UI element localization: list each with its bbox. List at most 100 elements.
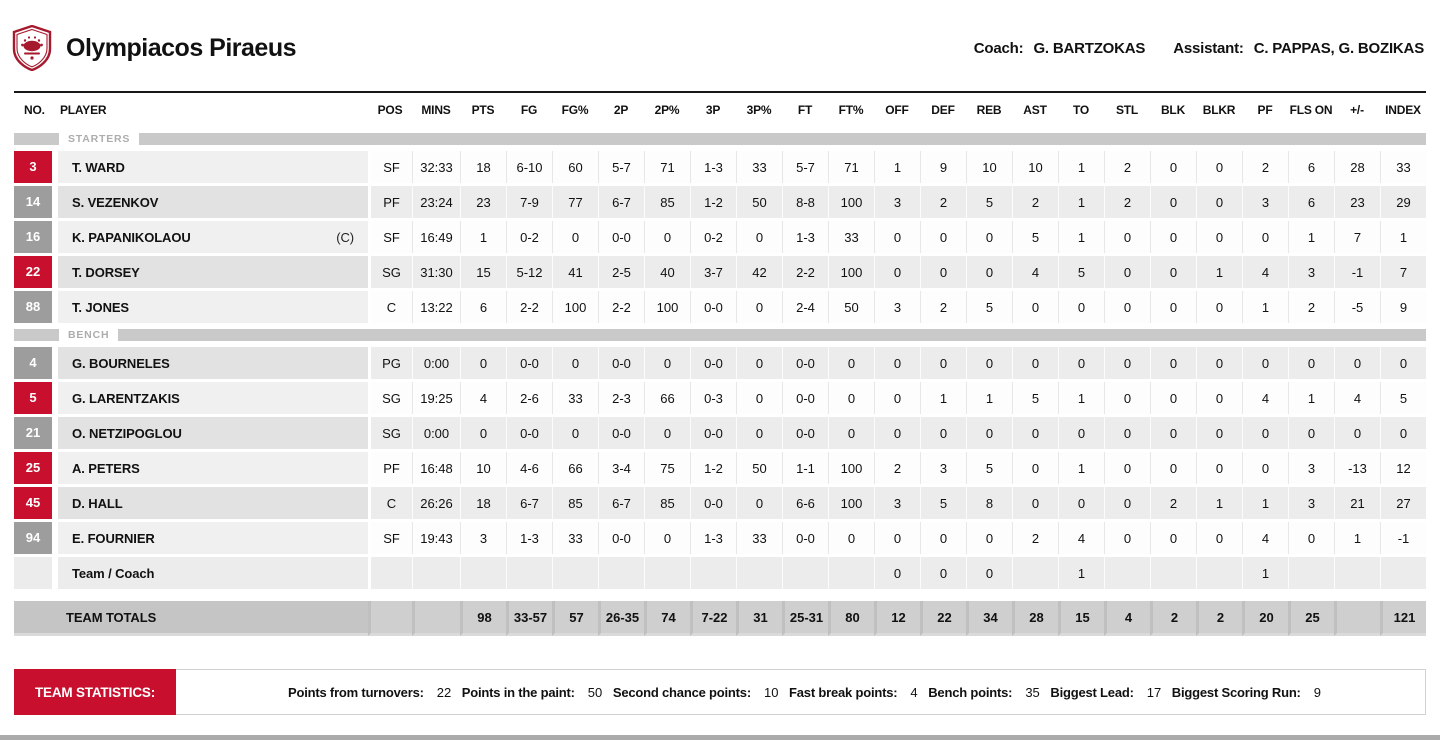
player-row: 5 G. LARENTZAKIS SG 19:25 4 2-6 33 2-3 66 0-3 0 0-0… (14, 382, 1426, 414)
section-row-bench: BENCH (14, 326, 1426, 344)
player-row: 88 T. JONES C 13:22 6 2-2 100 2-2 100 0-0 0 2-4 50 3 2… (14, 291, 1426, 323)
stat-cell: 0 (736, 417, 782, 449)
stat-cell: 0 (1104, 487, 1150, 519)
stat-cell: 4 (1104, 601, 1150, 636)
stat-cell: 10 (966, 151, 1012, 183)
jersey-number-badge: 14 (14, 186, 52, 218)
roster-body: STARTERS 3 T. WARD SF 32:33 18 6-10 60 5-7 71 1-3 3… (14, 130, 1426, 636)
stat-cell: 2 (1196, 601, 1242, 636)
stat-cell: 33 (552, 382, 598, 414)
stat-cell: 0 (966, 347, 1012, 379)
column-header-9: 3P (690, 91, 736, 127)
stat-cell: 0 (828, 382, 874, 414)
stat-cell: 0 (1196, 382, 1242, 414)
stat-cell: 8-8 (782, 186, 828, 218)
stat-cell: 0 (1150, 221, 1196, 253)
stat-cell: 1 (460, 221, 506, 253)
stat-cell: 100 (828, 487, 874, 519)
stat-cell: 100 (828, 452, 874, 484)
stat-cell: 28 (1334, 151, 1380, 183)
column-header-19: BLK (1150, 91, 1196, 127)
stat-cell: 100 (552, 291, 598, 323)
stat-cell: 0 (828, 347, 874, 379)
stat-cell: 77 (552, 186, 598, 218)
player-name: K. PAPANIKOLAOU (72, 229, 191, 245)
stat-cell: 71 (644, 151, 690, 183)
team-stat-value: 35 (1025, 684, 1040, 700)
column-header-15: REB (966, 91, 1012, 127)
stat-cell: 25 (1288, 601, 1334, 636)
stat-cell (690, 557, 736, 589)
stat-cell: 1 (1334, 522, 1380, 554)
section-label: STARTERS (68, 133, 131, 145)
stat-cell: 0:00 (412, 347, 460, 379)
stat-cell: 5 (1058, 256, 1104, 288)
stat-cell: 0-0 (782, 347, 828, 379)
team-stat-item: Points from turnovers: 22 (288, 685, 451, 700)
stat-cell: 0 (874, 347, 920, 379)
stat-cell: 0 (1288, 522, 1334, 554)
stat-cell: 0 (1012, 291, 1058, 323)
assistant-names: C. PAPPAS, G. BOZIKAS (1253, 39, 1424, 57)
stat-cell: -5 (1334, 291, 1380, 323)
stat-cell: 26-35 (598, 601, 644, 636)
team-stat-label: Bench points: (928, 684, 1013, 700)
stat-cell: 33 (828, 221, 874, 253)
stat-cell: 2-3 (598, 382, 644, 414)
stat-cell: 15 (460, 256, 506, 288)
player-row: 22 T. DORSEY SG 31:30 15 5-12 41 2-5 40 3-7 42 2-2 1… (14, 256, 1426, 288)
stat-cell: 1 (1242, 557, 1288, 589)
stat-cell: 0 (920, 256, 966, 288)
stat-cell: 4 (1334, 382, 1380, 414)
stat-cell: 18 (460, 487, 506, 519)
stat-cell: 3 (1288, 487, 1334, 519)
stat-cell: 1 (1196, 487, 1242, 519)
column-header-14: DEF (920, 91, 966, 127)
stat-cell (1380, 557, 1426, 589)
stat-cell: 66 (552, 452, 598, 484)
stat-cell: 6-7 (506, 487, 552, 519)
stat-cell: 1 (1288, 382, 1334, 414)
empty-badge (14, 601, 52, 633)
team-stat-value: 10 (763, 684, 779, 700)
captain-mark: (C) (336, 229, 354, 245)
stat-cell: 0 (1196, 291, 1242, 323)
stat-cell: 23 (1334, 186, 1380, 218)
stat-cell: PG (368, 347, 412, 379)
stat-cell: 19:43 (412, 522, 460, 554)
stat-cell: 3 (1288, 256, 1334, 288)
player-row: 21 O. NETZIPOGLOU SG 0:00 0 0-0 0 0-0 0 0-0 0 0-0 0 0… (14, 417, 1426, 449)
stat-cell: 27 (1380, 487, 1426, 519)
stat-cell: -13 (1334, 452, 1380, 484)
stat-cell: 0 (644, 417, 690, 449)
stat-cell: 2-2 (782, 256, 828, 288)
stat-cell: 1 (1058, 382, 1104, 414)
stat-cell: 0 (1196, 221, 1242, 253)
stat-cell: 0 (736, 347, 782, 379)
team-stat-value: 9 (1313, 684, 1321, 700)
row-label: Team / Coach (72, 565, 155, 581)
team-stat-item: Biggest Lead: 17 (1050, 685, 1161, 700)
stat-cell: 0 (644, 522, 690, 554)
jersey-number-badge: 21 (14, 417, 52, 449)
stat-cell: 1 (1058, 452, 1104, 484)
stat-cell: 21 (1334, 487, 1380, 519)
stat-cell: 2 (1288, 291, 1334, 323)
player-row: 3 T. WARD SF 32:33 18 6-10 60 5-7 71 1-3 33 5-7 71 1 9… (14, 151, 1426, 183)
column-header-21: PF (1242, 91, 1288, 127)
stat-cell (368, 557, 412, 589)
stat-cell: 0 (920, 522, 966, 554)
stat-cell: 33 (736, 151, 782, 183)
column-header-10: 3P% (736, 91, 782, 127)
stat-cell: 0 (1150, 151, 1196, 183)
stat-cell: 5 (920, 487, 966, 519)
stat-cell: 0 (1150, 347, 1196, 379)
player-name: S. VEZENKOV (72, 194, 159, 210)
column-header-5: FG (506, 91, 552, 127)
stat-cell: 1-3 (782, 221, 828, 253)
player-name: A. PETERS (72, 460, 140, 476)
stat-cell: 0 (874, 256, 920, 288)
stat-cell: 6 (1288, 186, 1334, 218)
stat-cell: 0 (1012, 487, 1058, 519)
stat-cell: 0 (1196, 522, 1242, 554)
